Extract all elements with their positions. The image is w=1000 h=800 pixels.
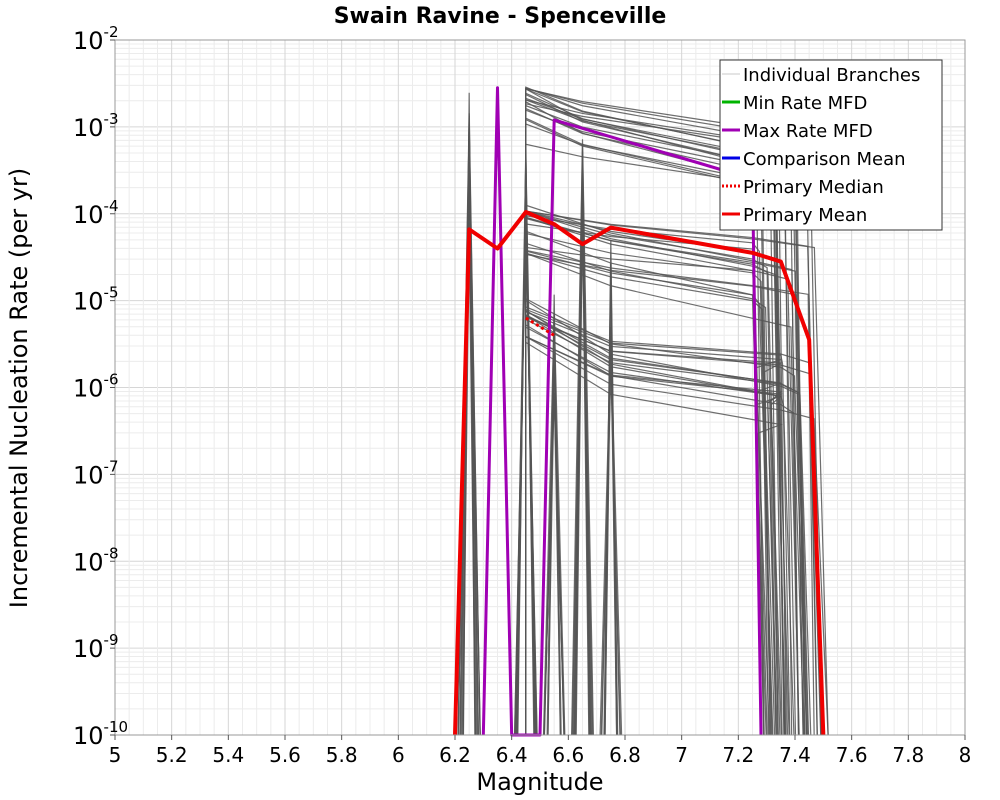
y-tick-label: 10-6 — [73, 371, 119, 403]
y-tick-exponent: -8 — [104, 544, 119, 562]
x-tick-label: 7.2 — [722, 743, 754, 767]
x-tick-label: 5.4 — [212, 743, 244, 767]
x-tick-label: 6 — [392, 743, 405, 767]
x-tick-label: 7.4 — [779, 743, 811, 767]
y-tick-exponent: -7 — [104, 457, 119, 475]
branch-spike — [514, 226, 538, 736]
x-tick-label: 5.2 — [156, 743, 188, 767]
legend-label-2: Max Rate MFD — [743, 121, 873, 142]
branch-spike — [571, 139, 594, 736]
branch-spike — [546, 294, 562, 736]
y-tick-base: 10 — [73, 201, 104, 229]
legend-box — [719, 59, 943, 231]
x-tick-label: 7.8 — [892, 743, 924, 767]
legend-label-5: Primary Mean — [743, 205, 867, 226]
y-tick-base: 10 — [73, 27, 104, 55]
y-tick-base: 10 — [73, 548, 104, 576]
y-tick-exponent: -5 — [104, 284, 119, 302]
chart-title: Swain Ravine - Spenceville — [334, 4, 667, 29]
y-tick-base: 10 — [73, 288, 104, 316]
y-tick-exponent: -6 — [104, 371, 119, 389]
x-tick-label: 7 — [675, 743, 688, 767]
x-tick-label: 5 — [109, 743, 122, 767]
branch-spike — [604, 326, 618, 736]
y-axis-label: Incremental Nucleation Rate (per yr) — [5, 168, 33, 608]
y-axis-ticks: 10-210-310-410-510-610-710-810-910-10 — [73, 23, 128, 750]
y-tick-label: 10-2 — [73, 23, 119, 55]
individual-branches — [457, 86, 829, 736]
y-tick-label: 10-7 — [73, 457, 119, 489]
x-tick-label: 5.6 — [269, 743, 301, 767]
y-tick-base: 10 — [73, 635, 104, 663]
y-tick-base: 10 — [73, 375, 104, 403]
legend: Individual Branches Min Rate MFD Max Rate … — [719, 59, 943, 231]
branch-spike — [603, 264, 618, 736]
y-tick-label: 10-8 — [73, 544, 119, 576]
x-tick-label: 5.8 — [326, 743, 358, 767]
branch-spike — [575, 218, 590, 736]
y-tick-exponent: -4 — [104, 197, 119, 215]
x-tick-label: 6.2 — [439, 743, 471, 767]
x-tick-label: 6.8 — [609, 743, 641, 767]
y-tick-label: 10-9 — [73, 631, 119, 663]
y-tick-label: 10-3 — [73, 110, 119, 142]
y-tick-base: 10 — [73, 722, 104, 750]
y-tick-label: 10-10 — [73, 718, 128, 750]
y-tick-exponent: -10 — [104, 718, 129, 736]
x-axis-label: Magnitude — [476, 768, 603, 796]
y-tick-base: 10 — [73, 461, 104, 489]
y-tick-exponent: -3 — [104, 110, 119, 128]
legend-label-1: Min Rate MFD — [743, 93, 867, 114]
legend-label-0: Individual Branches — [743, 65, 920, 86]
y-tick-exponent: -9 — [104, 631, 119, 649]
branch-spike — [543, 354, 565, 736]
x-tick-label: 6.6 — [552, 743, 584, 767]
branch-spike — [516, 154, 535, 736]
y-tick-exponent: -2 — [104, 23, 119, 41]
x-axis-ticks: 5 5.2 5.4 5.6 5.8 6 6.2 6.4 6.6 6.8 7 7.2 7.4 7.6 7.8 8 — [109, 735, 972, 767]
x-tick-label: 6.4 — [496, 743, 528, 767]
legend-label-4: Primary Median — [743, 177, 884, 198]
x-tick-label: 7.6 — [836, 743, 868, 767]
legend-label-3: Comparison Mean — [743, 149, 906, 170]
branch-spike — [601, 352, 621, 736]
y-tick-label: 10-4 — [73, 197, 119, 229]
x-tick-label: 8 — [959, 743, 972, 767]
y-tick-base: 10 — [73, 114, 104, 142]
y-tick-label: 10-5 — [73, 284, 119, 316]
